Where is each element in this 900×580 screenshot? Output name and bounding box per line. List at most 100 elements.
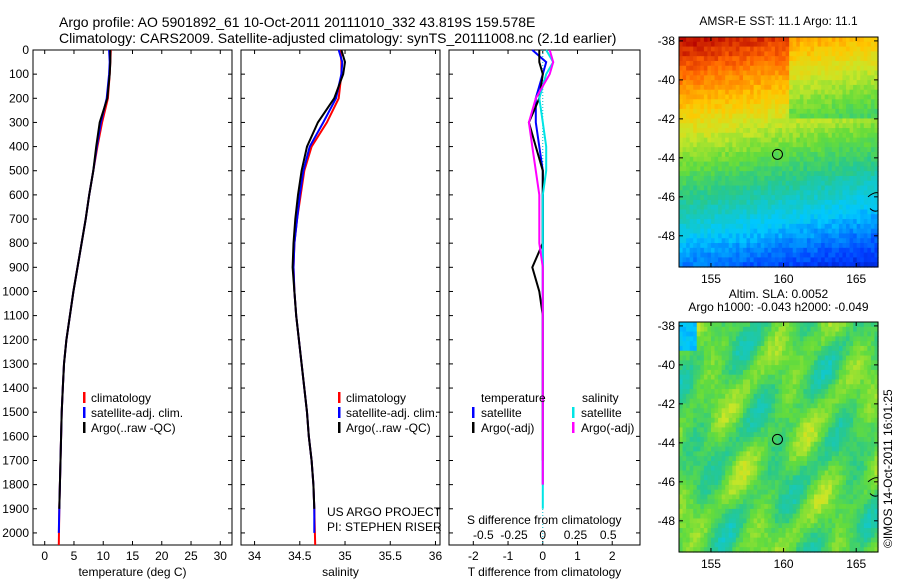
map-cell <box>863 233 868 239</box>
map-cell <box>721 374 726 381</box>
map-cell <box>814 104 819 110</box>
map-cell <box>682 422 687 429</box>
map-cell <box>742 199 748 206</box>
map-cell <box>710 322 716 328</box>
map-cell <box>814 441 819 448</box>
map-cell <box>735 408 741 414</box>
map-cell <box>856 422 861 429</box>
map-cell <box>814 113 819 120</box>
map-cell <box>778 60 783 67</box>
map-cell <box>760 389 765 395</box>
map-cell <box>782 128 787 134</box>
map-cell <box>785 128 790 134</box>
map-cell <box>782 374 787 381</box>
map-cell <box>689 408 694 414</box>
map-cell <box>835 41 840 48</box>
map-cell <box>693 166 698 172</box>
map-cell <box>710 345 716 352</box>
map-cell <box>806 369 812 376</box>
map-cell <box>778 475 783 481</box>
map-cell <box>874 199 879 206</box>
map-cell <box>725 465 730 472</box>
map-cell <box>853 175 858 182</box>
map-cell <box>714 166 719 172</box>
map-cell <box>849 326 854 333</box>
map-cell <box>735 360 741 366</box>
map-cell <box>846 475 851 481</box>
map-cell <box>810 257 815 263</box>
map-cell <box>732 480 737 486</box>
map-cell <box>700 89 705 96</box>
map-cell <box>867 214 872 220</box>
map-cell <box>682 199 687 206</box>
map-cell <box>750 156 755 163</box>
legend-label: climatology <box>346 391 406 405</box>
map-cell <box>721 233 726 239</box>
map-cell <box>742 161 748 167</box>
map-cell <box>792 128 797 134</box>
map-cell <box>789 326 794 333</box>
map-cell <box>799 238 804 244</box>
map-cell <box>679 75 684 81</box>
map-cell <box>725 128 730 134</box>
map-cell <box>682 374 687 381</box>
map-cell <box>821 199 826 206</box>
map-cell <box>710 489 716 496</box>
map-cell <box>785 132 790 139</box>
map-cell <box>728 408 733 414</box>
map-cell <box>686 37 691 43</box>
map-cell <box>796 432 801 438</box>
map-cell <box>778 243 783 249</box>
map-cell <box>679 252 684 259</box>
map-cell <box>821 413 826 419</box>
map-cell <box>710 432 716 438</box>
map-cell <box>821 331 826 337</box>
map-cell <box>863 365 868 371</box>
map-cell <box>856 350 861 357</box>
map-cell <box>771 185 776 191</box>
map-cell <box>750 460 755 467</box>
map-cell <box>753 460 758 467</box>
map-cell <box>774 480 780 486</box>
map-cell <box>838 480 844 486</box>
map-cell <box>856 209 861 215</box>
map-cell <box>842 204 847 211</box>
map-cell <box>767 180 772 187</box>
map-cell <box>728 465 733 472</box>
map-cell <box>870 326 876 333</box>
map-cell <box>814 209 819 215</box>
map-cell <box>821 56 826 62</box>
map-cell <box>767 331 772 337</box>
map-cell <box>732 137 737 144</box>
map-cell <box>696 89 701 96</box>
map-cell <box>714 233 719 239</box>
map-cell <box>846 195 851 201</box>
map-cell <box>835 341 840 347</box>
map-cell <box>686 108 691 115</box>
map-cell <box>860 195 865 201</box>
map-cell <box>689 489 694 496</box>
map-cell <box>760 369 765 376</box>
map-cell <box>703 374 709 381</box>
map-cell <box>686 185 691 191</box>
map-cell <box>742 484 748 491</box>
map-cell <box>860 408 865 414</box>
map-cell <box>753 360 758 366</box>
map-cell <box>764 384 769 390</box>
map-cell <box>760 437 765 443</box>
map-cell <box>774 152 780 158</box>
map-cell <box>714 489 719 496</box>
map-cell <box>760 262 765 268</box>
map-cell <box>700 41 705 48</box>
map-cell <box>821 137 826 144</box>
map-cell <box>764 417 769 424</box>
map-cell <box>760 171 765 177</box>
map-cell <box>728 322 733 328</box>
map-cell <box>682 209 687 215</box>
map-cell <box>842 374 847 381</box>
map-cell <box>735 484 741 491</box>
map-cell <box>700 369 705 376</box>
map-cell <box>721 60 726 67</box>
map-cell <box>849 118 854 124</box>
map-cell <box>870 219 876 225</box>
